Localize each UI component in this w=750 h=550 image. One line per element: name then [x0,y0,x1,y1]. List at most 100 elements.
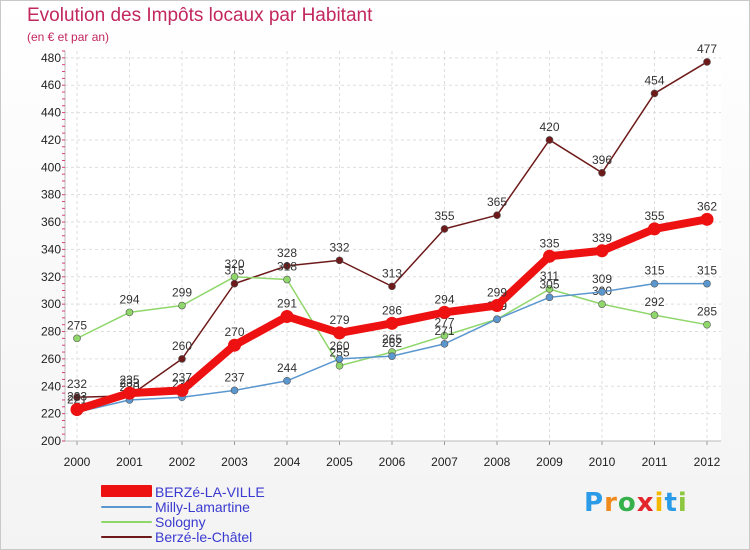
data-point-berze-la-ville [700,212,714,226]
data-label-berze-le-chatel: 396 [592,153,612,167]
y-tick-label: 420 [41,133,61,147]
y-tick-label: 240 [41,379,61,393]
data-point-berze-la-ville [123,386,136,400]
data-point-sologny [703,320,711,329]
data-point-berze-la-ville [385,316,399,330]
data-label-milly-lamartine: 315 [644,264,664,278]
y-tick-label: 400 [41,160,61,174]
data-point-sologny [598,300,606,308]
data-label-berze-la-ville: 339 [592,231,612,245]
data-label-berze-la-ville: 235 [119,373,139,387]
data-label-sologny: 255 [329,346,349,360]
data-point-milly-lamartine [440,340,449,348]
data-point-berze-le-chatel [650,89,659,98]
legend-swatch-milly-lamartine [101,506,152,508]
data-label-berze-le-chatel: 260 [172,339,192,353]
chart-subtitle: (en € et par an) [27,30,110,44]
legend-label-berze-le-chatel: Berzé-le-Châtel [155,529,253,545]
data-label-berze-le-chatel: 233 [119,376,139,390]
logo-letter: i [654,488,665,518]
data-label-berze-la-ville: 270 [224,325,244,339]
data-point-berze-la-ville [543,249,556,263]
data-label-berze-le-chatel: 313 [382,266,402,280]
data-point-sologny [178,301,186,310]
data-point-berze-la-ville [280,309,294,323]
data-label-milly-lamartine: 305 [539,277,559,291]
logo-letter: r [604,488,618,518]
data-label-milly-lamartine: 315 [697,264,717,278]
data-point-milly-lamartine [493,315,501,324]
data-label-milly-lamartine: 244 [277,361,297,375]
data-label-berze-la-ville: 279 [329,313,349,327]
x-tick-label: 2011 [642,455,668,469]
data-label-milly-lamartine: 309 [592,272,612,286]
y-tick-label: 220 [41,407,61,421]
data-point-sologny [545,285,554,293]
legend-label-milly-lamartine: Milly-Lamartine [155,499,250,515]
logo-letter: o [617,488,637,518]
data-point-berze-la-ville [333,326,346,340]
data-label-berze-le-chatel: 355 [434,209,454,223]
data-label-sologny: 311 [540,269,559,283]
x-tick-label: 2004 [274,455,301,469]
data-point-berze-la-ville [70,403,84,417]
x-tick-label: 2008 [484,455,511,469]
data-label-milly-lamartine: 271 [434,324,454,338]
data-point-sologny [283,275,291,284]
data-point-berze-le-chatel [335,256,344,265]
data-label-berze-le-chatel: 365 [487,195,507,209]
x-tick-label: 2001 [116,455,143,469]
data-label-berze-la-ville: 335 [539,236,559,250]
data-label-sologny: 299 [172,286,192,300]
x-tick-label: 2006 [379,455,406,469]
data-point-milly-lamartine [545,293,554,302]
data-point-berze-le-chatel [178,355,186,363]
logo-letter: i [677,488,688,518]
data-label-berze-la-ville: 299 [487,286,507,300]
y-tick-label: 480 [41,51,61,65]
data-point-milly-lamartine [335,355,344,363]
data-point-berze-la-ville [438,305,451,319]
data-label-berze-le-chatel: 454 [644,73,664,87]
data-label-milly-lamartine: 237 [224,370,244,384]
data-label-berze-la-ville: 294 [434,292,454,306]
y-tick-label: 320 [41,270,61,284]
data-point-milly-lamartine [230,386,239,395]
data-label-berze-la-ville: 355 [644,209,664,223]
data-label-berze-la-ville: 237 [172,370,192,384]
proxiti-logo: Proxiti [584,488,688,518]
data-point-berze-le-chatel [703,58,711,66]
data-label-sologny: 294 [119,292,139,306]
x-tick-label: 2003 [221,455,248,469]
data-point-berze-le-chatel [598,168,606,177]
data-point-berze-le-chatel [440,225,449,233]
data-point-milly-lamartine [650,279,659,288]
x-tick-label: 2005 [326,455,353,469]
data-label-sologny: 277 [434,316,454,330]
y-tick-label: 300 [41,297,61,311]
legend-swatch-sologny [101,521,152,523]
data-label-sologny: 265 [382,332,402,346]
y-tick-label: 200 [41,434,61,448]
data-label-sologny: 320 [224,257,244,271]
data-point-sologny [125,308,134,317]
data-label-sologny: 292 [644,295,664,309]
y-tick-label: 280 [41,325,61,339]
data-label-berze-la-ville: 362 [697,199,717,213]
data-label-berze-le-chatel: 332 [329,240,349,254]
data-point-berze-le-chatel [388,282,396,291]
data-label-sologny: 275 [67,318,87,332]
y-tick-label: 380 [41,188,61,202]
y-tick-label: 460 [41,78,61,92]
data-label-sologny: 318 [277,260,297,274]
data-label-sologny: 285 [697,305,717,319]
logo-letter: x [636,488,655,518]
data-point-sologny [440,331,449,340]
y-tick-label: 260 [41,352,61,366]
data-point-berze-le-chatel [283,262,291,270]
data-label-milly-lamartine: 262 [382,336,402,350]
x-tick-label: 2012 [694,455,721,469]
data-point-berze-la-ville [175,383,189,397]
data-point-milly-lamartine [283,376,291,385]
